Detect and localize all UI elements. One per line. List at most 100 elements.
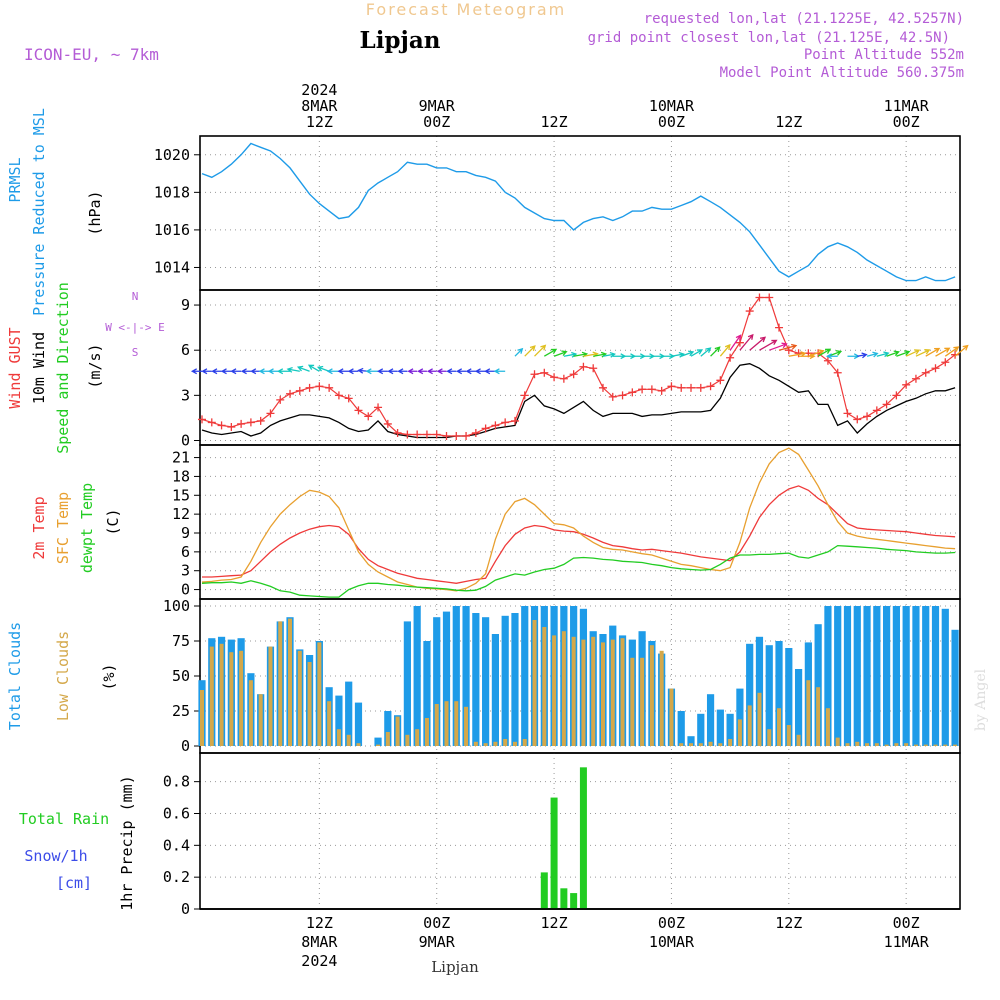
low-cloud-bar xyxy=(503,739,508,746)
low-cloud-bar xyxy=(718,743,723,746)
gust-marker xyxy=(198,415,206,424)
wind-direction-arrow xyxy=(230,368,242,375)
wind-label-gust: Wind GUST xyxy=(6,327,24,408)
bottom-time-label: 8MAR xyxy=(301,933,338,951)
wind-direction-arrow xyxy=(602,351,616,358)
wind-direction-arrow xyxy=(876,351,890,358)
wind-direction-arrow xyxy=(739,333,754,351)
top-time-label: 2024 xyxy=(301,81,337,99)
total-cloud-bar xyxy=(521,606,529,746)
low-cloud-bar xyxy=(297,650,302,746)
panel-frame xyxy=(199,135,961,291)
temp-unit: (C) xyxy=(104,508,122,535)
low-cloud-bar xyxy=(493,741,498,746)
total-cloud-bar xyxy=(726,713,734,746)
gust-marker xyxy=(638,385,647,394)
gust-marker xyxy=(217,421,226,430)
low-cloud-bar xyxy=(532,620,537,746)
wind-direction-arrow xyxy=(866,351,879,358)
low-cloud-bar xyxy=(649,645,654,746)
model-altitude: Model Point Altitude 560.375m xyxy=(720,65,964,81)
low-cloud-bar xyxy=(454,701,459,746)
y-tick-label: 3 xyxy=(181,386,190,404)
gust-marker xyxy=(911,374,920,383)
temp-dewpt-line xyxy=(201,544,956,598)
gust-marker xyxy=(374,403,383,412)
low-cloud-bar xyxy=(512,741,517,746)
low-cloud-bar xyxy=(689,743,694,746)
wind-direction-arrow xyxy=(681,350,695,357)
gust-marker xyxy=(921,368,930,377)
gust-marker xyxy=(246,418,255,427)
gust-marker xyxy=(882,400,891,409)
low-cloud-bar xyxy=(336,729,341,746)
gust-marker xyxy=(853,415,862,424)
compass-s: S xyxy=(132,346,139,359)
wind-direction-arrow xyxy=(514,347,524,357)
watermark: by Angel xyxy=(973,668,989,731)
wind-direction-arrow xyxy=(296,365,310,372)
wind-direction-arrow xyxy=(220,368,232,375)
wind-direction-arrow xyxy=(277,368,291,375)
y-tick-label: 3 xyxy=(181,562,190,580)
low-cloud-bar xyxy=(268,646,273,746)
wind-direction-arrow xyxy=(915,349,931,357)
total-cloud-bar xyxy=(403,621,411,746)
wind-direction-arrow xyxy=(397,368,408,375)
gust-marker xyxy=(315,382,324,391)
y-tick-label: 1016 xyxy=(154,221,190,239)
low-cloud-bar xyxy=(825,708,830,746)
low-cloud-bar xyxy=(395,716,400,746)
total-cloud-bar xyxy=(794,669,803,746)
total-cloud-bar xyxy=(765,645,773,746)
gust-marker xyxy=(559,374,568,383)
wind-direction-arrow xyxy=(808,349,825,357)
total-cloud-bar xyxy=(951,629,959,746)
low-cloud-bar xyxy=(473,741,478,746)
gust-marker xyxy=(667,382,676,391)
rain-bar xyxy=(540,872,548,909)
gust-marker xyxy=(354,406,363,415)
y-tick-label: 0 xyxy=(181,900,190,918)
low-cloud-bar xyxy=(561,631,566,746)
total-cloud-bar xyxy=(892,606,900,746)
clouds-label-low: Low Clouds xyxy=(54,631,72,721)
total-cloud-bar xyxy=(491,634,500,746)
y-tick-label: 0.8 xyxy=(163,773,190,791)
wind-unit: (m/s) xyxy=(86,343,104,388)
gust-marker xyxy=(520,391,529,400)
wind-direction-arrow xyxy=(671,351,685,358)
gust-marker xyxy=(823,356,832,365)
gust-marker xyxy=(422,430,431,439)
low-cloud-bar xyxy=(855,741,860,746)
gust-marker xyxy=(403,430,412,439)
gust-marker xyxy=(266,409,275,418)
total-cloud-bar xyxy=(384,711,392,746)
low-cloud-bar xyxy=(835,737,840,746)
gust-marker xyxy=(716,376,725,385)
total-cloud-bar xyxy=(853,606,861,746)
rain-bar xyxy=(570,893,578,909)
top-time-label: 00Z xyxy=(658,113,685,131)
y-tick-label: 0.2 xyxy=(163,868,190,886)
gust-marker xyxy=(892,391,901,400)
total-cloud-bar xyxy=(922,606,930,746)
wind-direction-arrow xyxy=(719,343,731,357)
low-cloud-bar xyxy=(620,638,625,746)
low-cloud-bar xyxy=(679,743,684,746)
gust-marker xyxy=(618,391,627,400)
total-cloud-bar xyxy=(863,606,871,746)
y-tick-label: 15 xyxy=(172,486,190,504)
total-cloud-bar xyxy=(462,606,470,746)
low-cloud-bar xyxy=(405,734,410,746)
low-cloud-bar xyxy=(698,743,703,746)
gust-marker xyxy=(540,368,549,377)
gust-marker xyxy=(276,395,285,404)
low-cloud-bar xyxy=(816,687,821,746)
clouds-unit: (%) xyxy=(100,663,118,690)
total-cloud-bar xyxy=(736,688,744,746)
wind-direction-arrow xyxy=(710,346,721,357)
gust-marker xyxy=(706,382,715,391)
wind-direction-arrow xyxy=(190,368,202,375)
